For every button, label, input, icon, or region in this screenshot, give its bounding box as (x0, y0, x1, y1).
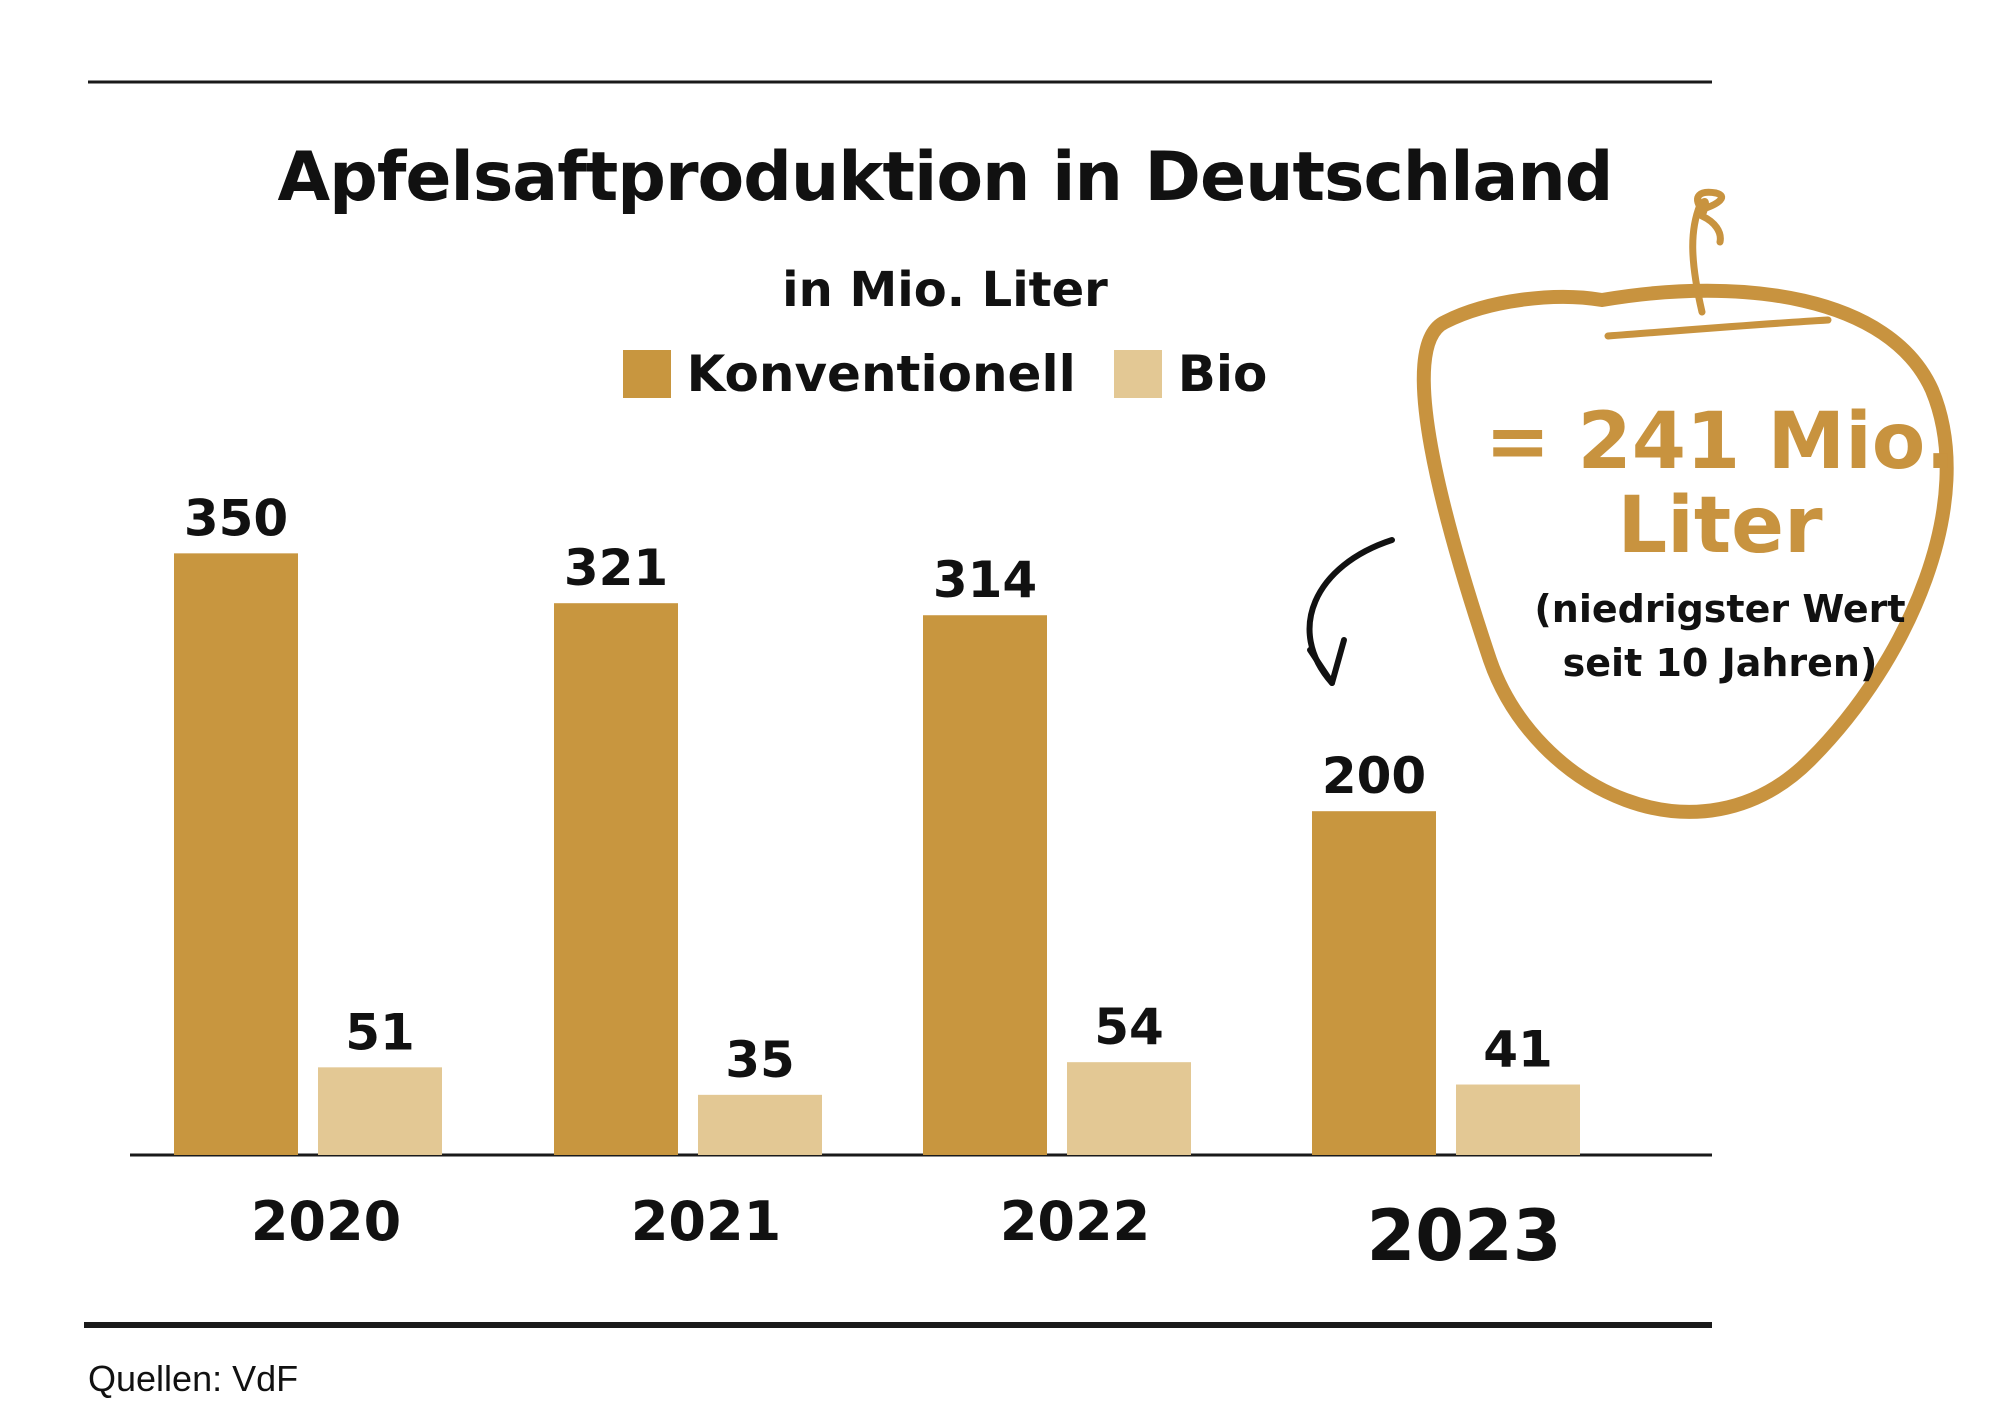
legend-item-bio: Bio (1113, 345, 1268, 403)
data-label-konventionell-2023: 200 (1322, 747, 1426, 805)
bar-konventionell-2023 (1312, 811, 1436, 1155)
x-tick-label-2022: 2022 (1000, 1190, 1150, 1253)
legend-swatch-konventionell (622, 350, 671, 398)
bar-konventionell-2022 (923, 615, 1047, 1155)
callout-note-line-1: (niedrigster Wert (1534, 587, 1906, 631)
bar-bio-2022 (1067, 1062, 1191, 1155)
chart-subtitle: in Mio. Liter (782, 262, 1108, 318)
bars-layer: 350 51 2020 321 35 2021 314 54 2022 200 41 2023 (174, 489, 1580, 1277)
bar-bio-2023 (1456, 1084, 1580, 1155)
legend-item-konventionell: Konventionell (622, 345, 1076, 403)
bar-konventionell-2021 (554, 603, 678, 1155)
bar-konventionell-2020 (174, 553, 298, 1155)
chart-title: Apfelsaftproduktion in Deutschland (277, 138, 1614, 217)
callout-value: = 241 Mio. Liter (1484, 397, 1956, 571)
source-note: Quellen: VdF (88, 1358, 299, 1399)
legend-label-konventionell: Konventionell (686, 345, 1076, 403)
callout-note-line-2: seit 10 Jahren) (1562, 641, 1878, 685)
data-label-bio-2022: 54 (1094, 998, 1164, 1056)
legend-label-bio: Bio (1177, 345, 1268, 403)
data-label-bio-2020: 51 (345, 1003, 415, 1061)
data-label-konventionell-2020: 350 (184, 489, 288, 547)
pointer-arrow (1306, 537, 1395, 686)
data-label-konventionell-2022: 314 (933, 551, 1037, 609)
bar-bio-2020 (318, 1067, 442, 1155)
data-label-bio-2021: 35 (725, 1031, 795, 1089)
callout-text: = 241 Mio. Liter (niedrigster Wert seit … (1450, 400, 1990, 690)
data-label-konventionell-2021: 321 (564, 539, 668, 597)
data-label-bio-2023: 41 (1483, 1021, 1553, 1079)
x-tick-label-2020: 2020 (251, 1190, 401, 1253)
bar-bio-2021 (698, 1094, 822, 1155)
apple-outline-icon (1416, 188, 1954, 819)
callout-note: (niedrigster Wert seit 10 Jahren) (1450, 582, 1990, 690)
x-tick-label-2023: 2023 (1367, 1195, 1562, 1277)
legend: Konventionell Bio (0, 345, 1890, 403)
legend-swatch-bio (1113, 350, 1162, 398)
x-tick-label-2021: 2021 (631, 1190, 781, 1253)
